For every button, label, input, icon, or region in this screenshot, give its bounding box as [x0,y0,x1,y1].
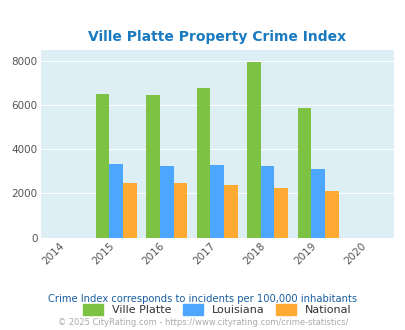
Bar [324,191,338,238]
Legend: Ville Platte, Louisiana, National: Ville Platte, Louisiana, National [79,300,355,319]
Bar [173,183,187,238]
Bar [260,166,274,238]
Bar [196,88,210,238]
Bar [109,164,123,238]
Bar [123,183,136,238]
Bar [210,165,224,238]
Bar [311,169,324,238]
Title: Ville Platte Property Crime Index: Ville Platte Property Crime Index [88,30,345,44]
Bar [224,185,237,238]
Text: © 2025 CityRating.com - https://www.cityrating.com/crime-statistics/: © 2025 CityRating.com - https://www.city… [58,318,347,327]
Bar [96,94,109,238]
Bar [160,166,173,238]
Bar [146,95,160,238]
Bar [297,108,311,238]
Text: Crime Index corresponds to incidents per 100,000 inhabitants: Crime Index corresponds to incidents per… [48,294,357,304]
Bar [247,62,260,238]
Bar [274,188,288,238]
